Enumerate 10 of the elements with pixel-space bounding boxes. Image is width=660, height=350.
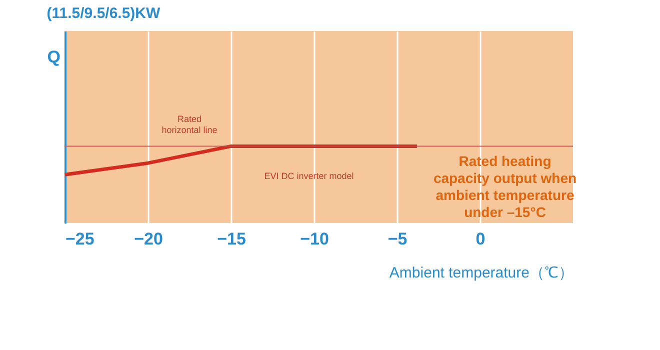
y-axis-title: Q bbox=[47, 48, 60, 66]
x-tick-label: −25 bbox=[66, 230, 94, 248]
chart-title: (11.5/9.5/6.5)KW bbox=[46, 5, 162, 22]
x-tick-label: −20 bbox=[134, 230, 163, 248]
x-tick-label: −15 bbox=[217, 230, 246, 248]
x-tick-label: 0 bbox=[476, 230, 486, 248]
x-tick-label: −10 bbox=[300, 230, 329, 248]
x-axis-title: Ambient temperature（℃） bbox=[389, 264, 574, 282]
x-tick-label: −5 bbox=[388, 230, 408, 248]
ref-line-label: Rated horizontal line bbox=[162, 114, 218, 136]
